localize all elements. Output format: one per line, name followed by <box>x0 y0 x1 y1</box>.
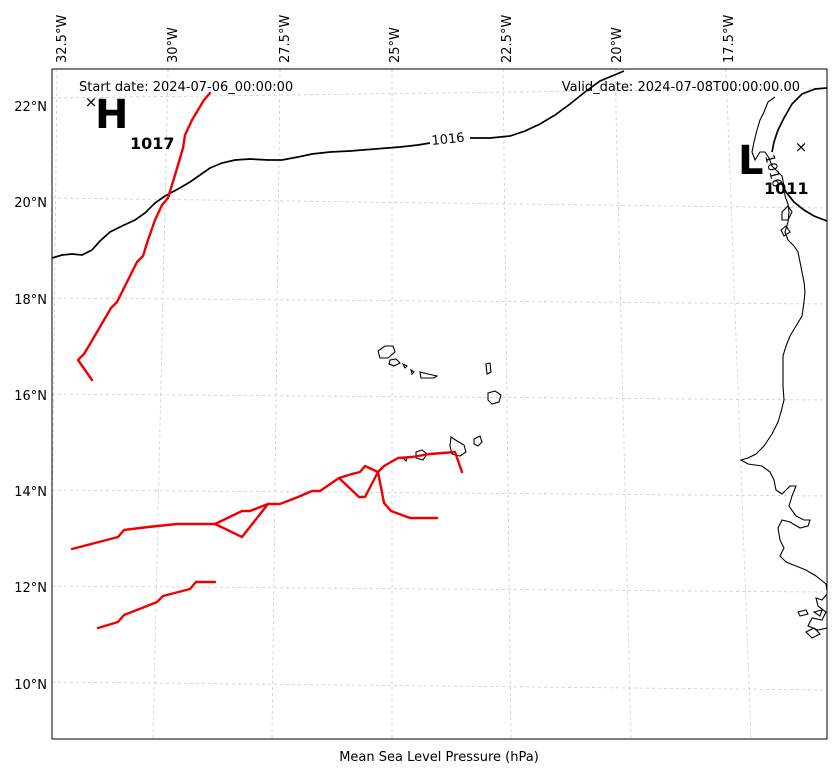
lat-tick-label: 22°N <box>14 100 47 115</box>
track-line <box>76 91 212 382</box>
isobar-low-ring <box>771 87 827 153</box>
isobar-1016-main-cont <box>470 70 625 139</box>
lon-tick-label: 32.5°W <box>55 15 70 63</box>
coastal-islet <box>781 205 793 221</box>
track-line <box>213 502 270 539</box>
high-letter: H <box>95 92 128 138</box>
graticule <box>52 69 827 739</box>
high-pressure-center: × H 1017 <box>85 92 175 153</box>
isobar-1016-main <box>52 142 431 259</box>
cape-verde-islands <box>377 345 502 463</box>
latitude-tick-labels: 22°N 20°N 18°N 16°N 14°N 12°N 10°N <box>14 100 47 693</box>
lat-tick-label: 18°N <box>14 293 47 308</box>
coastal-islet <box>780 225 791 237</box>
lat-tick-label: 14°N <box>14 485 47 500</box>
lon-tick-label: 27.5°W <box>278 15 293 63</box>
isobar-label: 1016 <box>431 131 465 149</box>
coastline-africa-south <box>807 593 827 631</box>
low-value: 1011 <box>764 179 809 198</box>
coastal-islet <box>797 609 809 617</box>
lat-tick-label: 20°N <box>14 196 47 211</box>
coastal-islet <box>805 627 821 639</box>
low-center-marker-icon: × <box>795 138 808 156</box>
valid-date-label: Valid_date: 2024-07-08T00:00:00.00 <box>562 80 800 95</box>
track-line <box>70 450 464 551</box>
lon-tick-label: 17.5°W <box>722 15 737 63</box>
isobar-low-ring-lower <box>780 181 827 222</box>
low-pressure-center: × L 1011 <box>738 138 809 198</box>
plot-area: 1016 1016 <box>52 69 827 739</box>
coastal-islet <box>812 609 823 617</box>
lat-tick-label: 12°N <box>14 581 47 596</box>
track-line <box>96 580 217 630</box>
start-date-label: Start date: 2024-07-06_00:00:00 <box>79 80 293 95</box>
lon-tick-label: 25°W <box>388 27 403 63</box>
track-line <box>337 470 439 520</box>
lon-tick-label: 20°W <box>610 27 625 63</box>
longitude-tick-labels: 32.5°W 30°W 27.5°W 25°W 22.5°W 20°W 17.5… <box>55 15 737 63</box>
lon-tick-label: 30°W <box>166 27 181 63</box>
high-center-marker-icon: × <box>85 93 98 111</box>
low-letter: L <box>738 138 764 184</box>
high-value: 1017 <box>130 134 175 153</box>
lat-tick-label: 16°N <box>14 389 47 404</box>
map-xlabel: Mean Sea Level Pressure (hPa) <box>339 750 539 765</box>
lon-tick-label: 22.5°W <box>500 15 515 63</box>
coastline-africa <box>739 96 827 591</box>
plot-frame <box>51 68 828 740</box>
lat-tick-label: 10°N <box>14 678 47 693</box>
